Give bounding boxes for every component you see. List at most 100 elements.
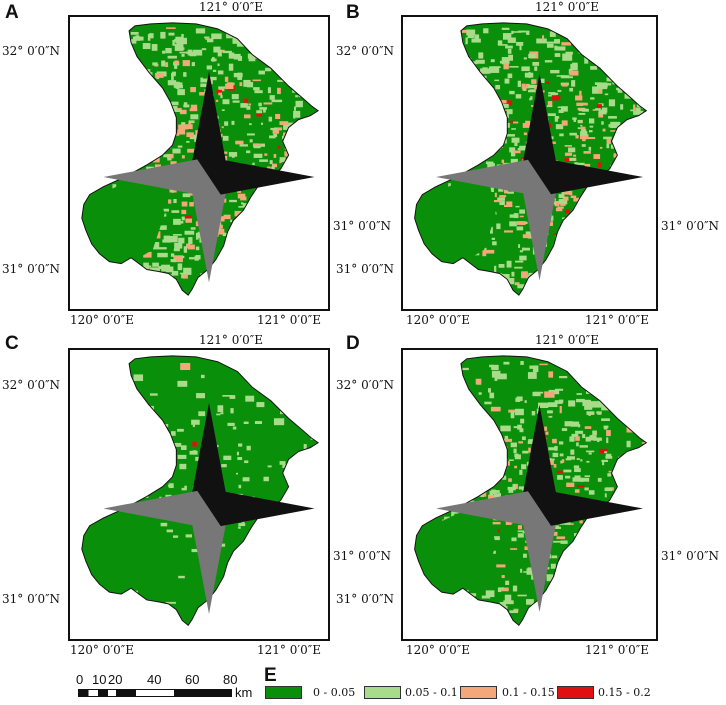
class-patch [521, 436, 526, 441]
class-patch [465, 37, 468, 45]
class-patch [180, 445, 187, 450]
class-patch [584, 475, 591, 478]
class-patch [523, 571, 531, 573]
class-patch [192, 441, 197, 447]
class-patch [475, 378, 482, 385]
class-patch [160, 31, 166, 39]
class-patch [553, 464, 557, 468]
class-patch [517, 530, 524, 533]
latitude-label-top: 32° 0′0″N [2, 44, 61, 58]
class-patch [569, 132, 577, 136]
class-patch [149, 393, 158, 396]
class-patch [234, 210, 243, 217]
class-patch [154, 164, 161, 170]
class-patch [517, 525, 522, 530]
class-patch [173, 535, 179, 538]
class-patch [143, 251, 152, 258]
class-patch [568, 76, 573, 79]
class-patch [583, 399, 591, 406]
class-patch [608, 99, 616, 107]
class-patch [557, 106, 564, 109]
class-patch [546, 105, 553, 108]
class-patch [222, 135, 229, 141]
class-patch [282, 463, 288, 469]
class-patch [514, 282, 520, 286]
class-patch [451, 511, 455, 517]
class-patch [505, 580, 510, 586]
class-patch [599, 146, 603, 149]
class-patch [179, 272, 188, 275]
class-patch [488, 66, 500, 73]
class-patch [504, 189, 509, 194]
class-patch [509, 147, 516, 153]
class-patch [548, 447, 556, 451]
class-patch [494, 79, 500, 82]
class-patch [604, 493, 607, 498]
class-patch [177, 129, 186, 135]
class-patch [500, 103, 509, 108]
class-patch [565, 458, 572, 461]
class-patch [613, 153, 618, 158]
class-patch [185, 124, 193, 130]
class-patch [551, 555, 558, 559]
class-patch [177, 89, 185, 96]
class-patch [499, 273, 510, 279]
class-patch [515, 408, 524, 416]
class-patch [603, 425, 609, 429]
class-patch [212, 69, 217, 72]
class-patch [181, 33, 184, 41]
class-patch [482, 249, 487, 257]
class-patch [166, 27, 176, 29]
class-patch [558, 109, 564, 113]
class-patch [279, 157, 286, 163]
class-patch [571, 80, 576, 87]
class-patch [172, 71, 176, 75]
class-patch [236, 451, 239, 456]
class-patch [184, 230, 195, 235]
class-patch [496, 564, 506, 568]
class-patch [171, 270, 179, 276]
class-patch [173, 218, 181, 225]
class-patch [171, 210, 180, 213]
class-patch [152, 242, 160, 250]
class-patch [236, 472, 238, 475]
class-patch [560, 203, 566, 206]
compass-icon [436, 405, 643, 612]
class-patch [191, 62, 195, 67]
class-patch [181, 201, 188, 207]
class-patch [488, 494, 497, 500]
class-patch [523, 57, 527, 60]
class-patch [548, 415, 553, 418]
class-patch [499, 200, 505, 206]
class-patch [520, 418, 525, 424]
class-patch [589, 125, 594, 128]
class-patch [579, 477, 584, 482]
class-patch [553, 540, 561, 543]
class-patch [195, 130, 198, 136]
class-patch [534, 66, 538, 71]
class-patch [572, 117, 577, 120]
class-patch [174, 242, 183, 249]
class-patch [174, 60, 179, 65]
legend-swatch [460, 686, 497, 699]
class-patch [501, 159, 505, 163]
class-patch [521, 66, 530, 72]
class-patch [553, 232, 556, 235]
class-patch [517, 148, 526, 151]
class-patch [223, 214, 231, 220]
class-patch [516, 221, 526, 225]
class-patch [580, 126, 586, 131]
longitude-label-right: 121° 0′0″E [257, 313, 321, 327]
class-patch [496, 373, 507, 380]
class-patch [273, 418, 285, 426]
class-patch [531, 411, 536, 416]
class-patch [597, 162, 602, 168]
class-patch [507, 191, 514, 194]
region-outline [414, 355, 648, 627]
class-patch [275, 113, 281, 120]
class-patch [564, 158, 574, 162]
class-patch [230, 408, 234, 414]
class-patch [509, 120, 516, 123]
class-patch [217, 232, 226, 235]
class-patch [183, 72, 187, 77]
